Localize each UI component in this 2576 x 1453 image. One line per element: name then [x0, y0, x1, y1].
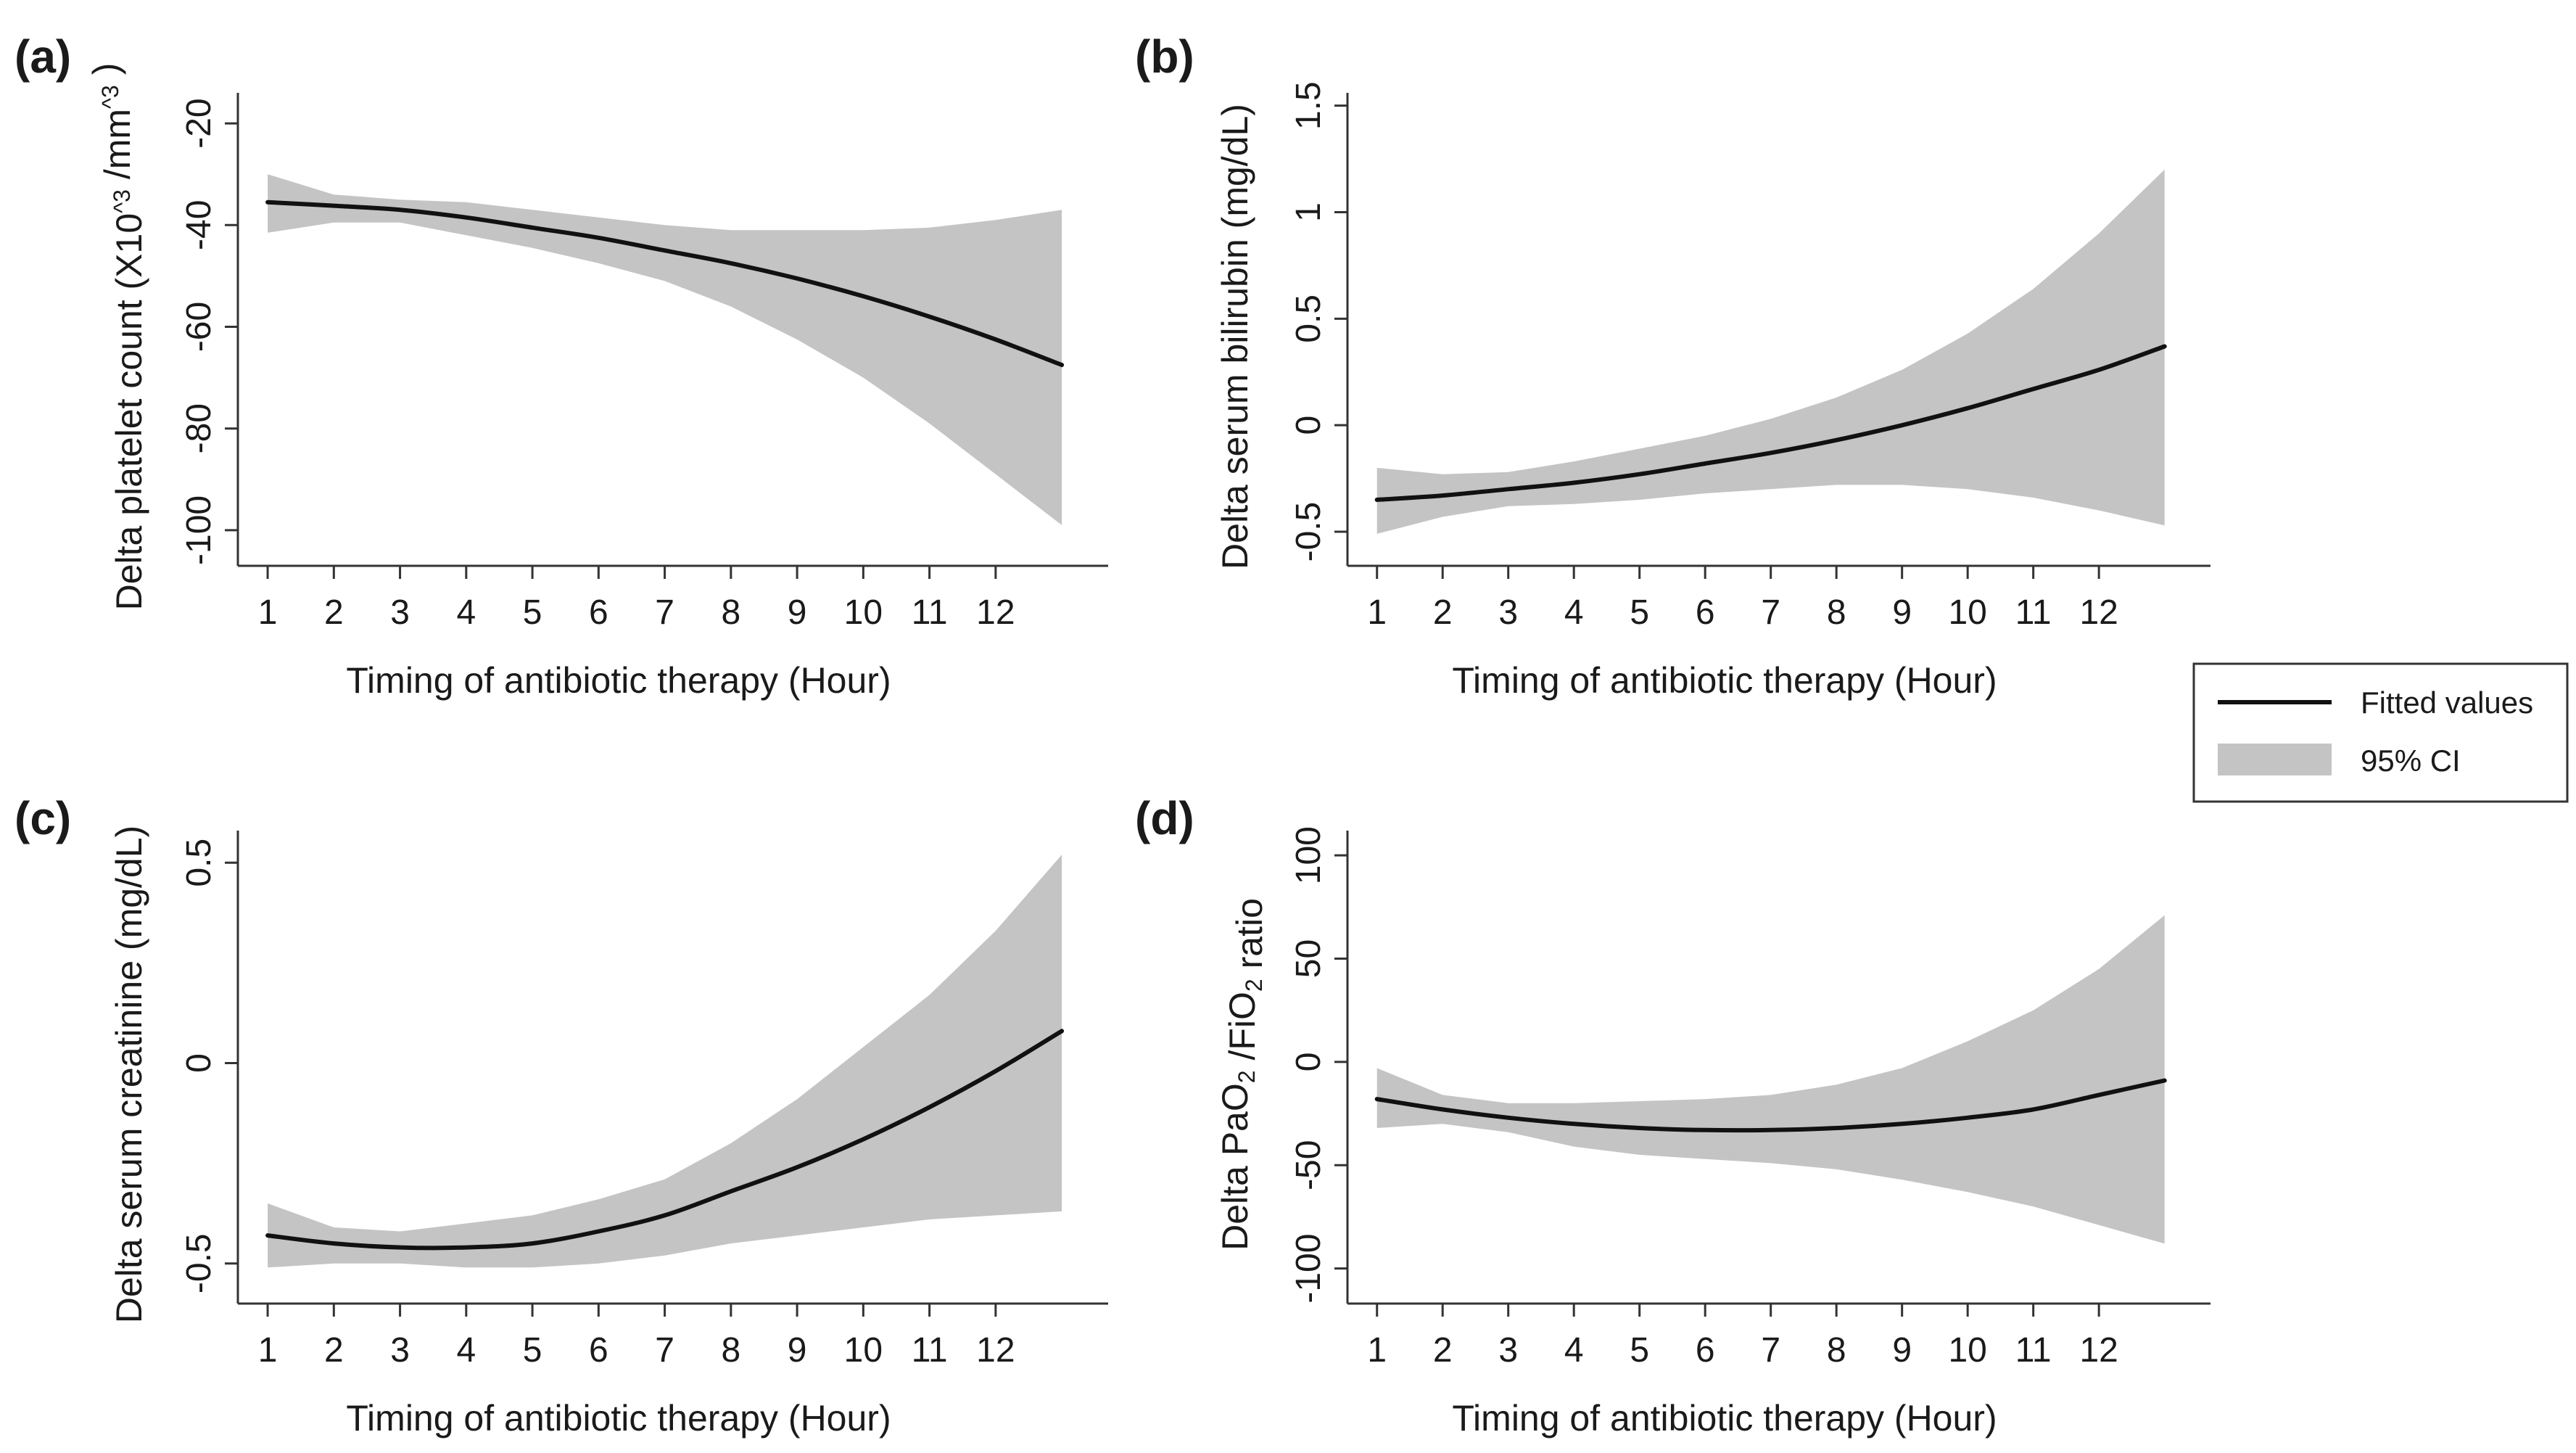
fitted-line: [265, 199, 1065, 368]
x-tick-label: 6: [589, 1331, 608, 1370]
y-tick-label: -0.5: [180, 1233, 218, 1293]
y-axis-title: Delta platelet count (X10^3 /mm^3 ): [86, 63, 149, 611]
ci-band: [268, 174, 1062, 525]
fitted-line: [1374, 344, 2167, 502]
x-tick-label: 6: [1696, 593, 1715, 632]
x-tick-label: 8: [1827, 1331, 1846, 1370]
x-tick-label: 1: [1367, 593, 1387, 632]
x-tick-label: 8: [721, 1331, 740, 1370]
y-tick-label: 0: [180, 1053, 218, 1073]
x-axis-title: Timing of antibiotic therapy (Hour): [346, 660, 891, 701]
x-tick-label: 12: [2079, 1331, 2118, 1370]
y-tick-label: 1.5: [1289, 81, 1328, 130]
y-tick-label: 0.5: [1289, 295, 1328, 343]
x-tick-label: 2: [1433, 593, 1453, 632]
legend-fitted-label: Fitted values: [2361, 686, 2533, 720]
x-tick-label: 11: [912, 1331, 948, 1370]
y-tick-label: -50: [1289, 1140, 1328, 1190]
y-tick-label: -100: [1289, 1234, 1328, 1304]
x-tick-label: 8: [721, 593, 740, 632]
ci-band: [1376, 169, 2165, 534]
x-tick-label: 1: [258, 1331, 278, 1370]
fitted-line: [1374, 1078, 2167, 1133]
x-tick-label: 10: [844, 593, 883, 632]
x-tick-label: 1: [1367, 1331, 1387, 1370]
y-tick-label: 100: [1289, 826, 1328, 884]
x-tick-label: 11: [912, 593, 948, 632]
x-tick-label: 2: [1433, 1331, 1453, 1370]
x-tick-label: 6: [589, 593, 608, 632]
panel-label: (b): [1135, 30, 1194, 83]
x-tick-label: 9: [1892, 593, 1912, 632]
y-tick-label: -60: [180, 302, 218, 352]
x-tick-label: 5: [1630, 1331, 1649, 1370]
y-tick-label: -100: [180, 495, 218, 565]
y-tick-label: -20: [180, 98, 218, 148]
x-axis-title: Timing of antibiotic therapy (Hour): [1452, 660, 1997, 701]
x-tick-label: 5: [523, 1331, 542, 1370]
panel-label: (d): [1135, 792, 1194, 844]
legend-box: [2192, 662, 2569, 803]
y-tick-label: 0: [1289, 416, 1328, 435]
x-tick-label: 2: [324, 1331, 344, 1370]
x-tick-label: 4: [1564, 1331, 1584, 1370]
y-axis-title: Delta serum creatinine (mg/dL): [109, 826, 149, 1323]
y-tick-label: 50: [1289, 939, 1328, 978]
x-tick-label: 3: [1498, 593, 1518, 632]
x-tick-label: 4: [456, 1331, 476, 1370]
x-tick-label: 2: [324, 593, 344, 632]
x-tick-label: 3: [1498, 1331, 1518, 1370]
x-tick-label: 11: [2015, 1331, 2052, 1370]
x-tick-label: 9: [788, 1331, 807, 1370]
panel-label: (a): [15, 30, 71, 83]
panel-label: (c): [15, 792, 71, 844]
x-tick-label: 12: [976, 1331, 1015, 1370]
x-tick-label: 7: [655, 593, 674, 632]
x-tick-label: 5: [1630, 593, 1649, 632]
x-tick-label: 4: [456, 593, 476, 632]
legend: Fitted values 95% CI: [2192, 662, 2569, 803]
x-tick-label: 7: [655, 1331, 674, 1370]
y-axis-title: Delta serum bilirubin (mg/dL): [1215, 104, 1255, 569]
x-tick-label: 7: [1761, 593, 1780, 632]
legend-ci-label: 95% CI: [2361, 744, 2461, 778]
x-tick-label: 12: [2079, 593, 2118, 632]
y-axis-title: Delta PaO2 /FiO2 ratio: [1215, 898, 1270, 1251]
y-tick-label: 1: [1289, 202, 1328, 222]
x-tick-label: 4: [1564, 593, 1584, 632]
legend-ci-swatch: [2218, 744, 2332, 775]
x-tick-label: 3: [390, 1331, 410, 1370]
x-tick-label: 8: [1827, 593, 1846, 632]
ci-band: [1376, 915, 2165, 1244]
y-tick-label: -40: [180, 200, 218, 250]
y-tick-label: -0.5: [1289, 502, 1328, 562]
x-tick-label: 6: [1696, 1331, 1715, 1370]
x-tick-label: 12: [976, 593, 1015, 632]
x-tick-label: 7: [1761, 1331, 1780, 1370]
x-tick-label: 5: [523, 593, 542, 632]
x-tick-label: 3: [390, 593, 410, 632]
x-tick-label: 10: [1948, 593, 1986, 632]
x-tick-label: 10: [844, 1331, 883, 1370]
x-tick-label: 11: [2015, 593, 2052, 632]
y-tick-label: 0.5: [180, 839, 218, 887]
x-tick-label: 10: [1948, 1331, 1986, 1370]
fitted-line: [265, 1029, 1065, 1251]
x-tick-label: 9: [1892, 1331, 1912, 1370]
y-tick-label: -80: [180, 403, 218, 453]
ci-band: [268, 855, 1062, 1268]
x-axis-title: Timing of antibiotic therapy (Hour): [1452, 1398, 1997, 1438]
x-axis-title: Timing of antibiotic therapy (Hour): [346, 1398, 891, 1438]
x-tick-label: 9: [788, 593, 807, 632]
x-tick-label: 1: [258, 593, 278, 632]
y-tick-label: 0: [1289, 1053, 1328, 1072]
